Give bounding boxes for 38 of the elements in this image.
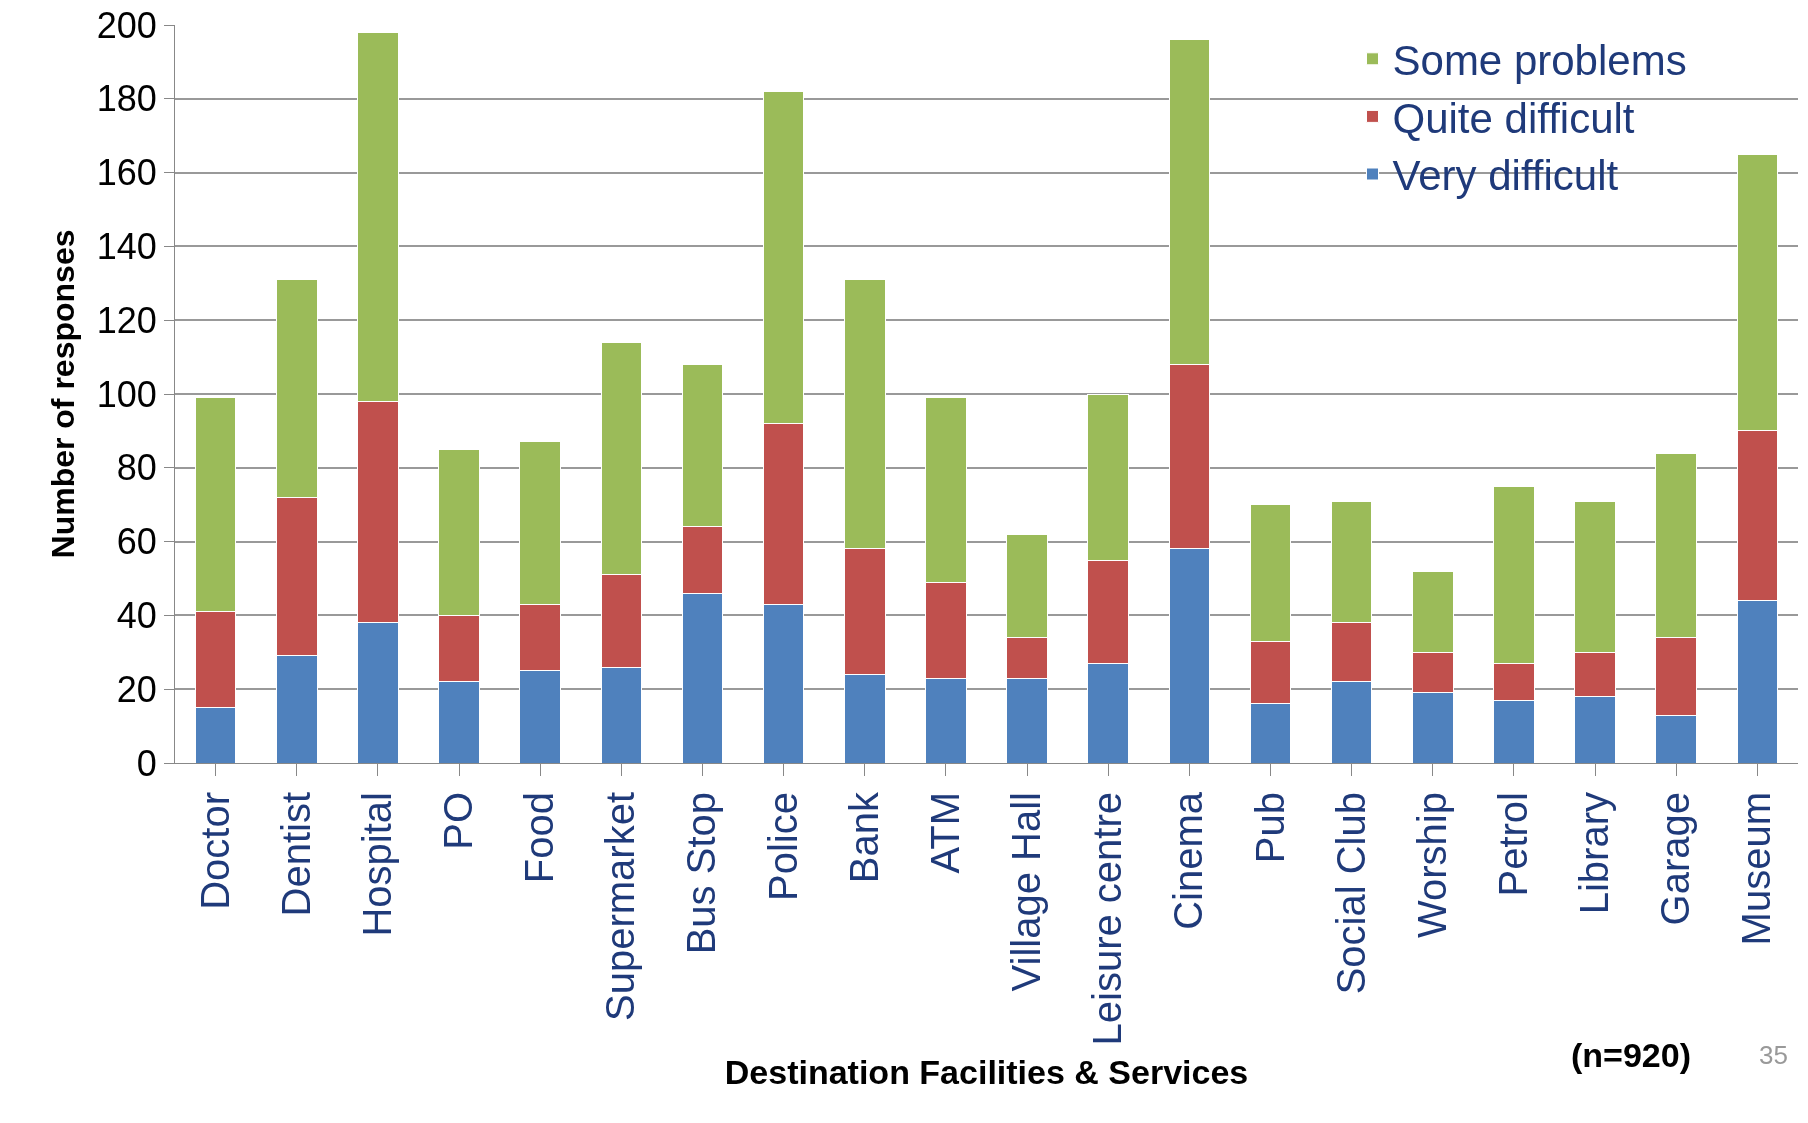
x-tick-label: Food (517, 792, 562, 884)
y-tick-label: 40 (116, 595, 157, 636)
x-tick-label: Petrol (1490, 792, 1535, 897)
x-tick-label: Police (760, 792, 805, 901)
text: 35 (1759, 1040, 1788, 1070)
legend-label: Very difficult (1392, 152, 1619, 200)
x-tick-label: Pub (1247, 792, 1292, 864)
y-tick-label: 120 (96, 299, 157, 341)
x-tick-label: Social Club (1328, 792, 1373, 995)
x-tick-label: Museum (1734, 792, 1779, 946)
x-tick-label: Bank (841, 791, 886, 884)
y-tick-label: 0 (136, 742, 157, 784)
text: (n=920) (1571, 1036, 1691, 1074)
y-tick-label: 20 (116, 668, 157, 710)
x-tick-label: Doctor (192, 792, 237, 910)
y-tick-label: 180 (96, 78, 157, 120)
y-tick-label: 200 (96, 4, 157, 46)
y-tick-label: 140 (96, 226, 157, 267)
y-tick-label: 60 (116, 521, 157, 563)
x-tick-label: PO (436, 792, 481, 850)
legend-label: Some problems (1392, 37, 1687, 85)
x-tick-label: Dentist (273, 792, 318, 917)
x-tick-label: Worship (1409, 792, 1454, 938)
y-axis-title: Number of responses (45, 229, 82, 559)
x-tick-label: Leisure centre (1085, 792, 1130, 1046)
x-tick-label: Supermarket (598, 792, 643, 1021)
x-tick-label: ATM (922, 792, 967, 874)
x-tick-label: Hospital (354, 792, 399, 937)
x-tick-label: Library (1572, 792, 1617, 915)
x-tick-label: Cinema (1166, 791, 1211, 930)
x-tick-label: Bus Stop (679, 792, 724, 955)
x-tick-label: Village Hall (1004, 792, 1049, 992)
legend-label: Quite difficult (1392, 94, 1635, 142)
y-tick-label: 160 (96, 152, 157, 194)
x-axis-title: Destination Facilities & Services (724, 1052, 1249, 1091)
y-tick-label: 100 (96, 373, 157, 415)
y-tick-label: 80 (116, 447, 157, 489)
x-tick-label: Garage (1653, 792, 1698, 926)
